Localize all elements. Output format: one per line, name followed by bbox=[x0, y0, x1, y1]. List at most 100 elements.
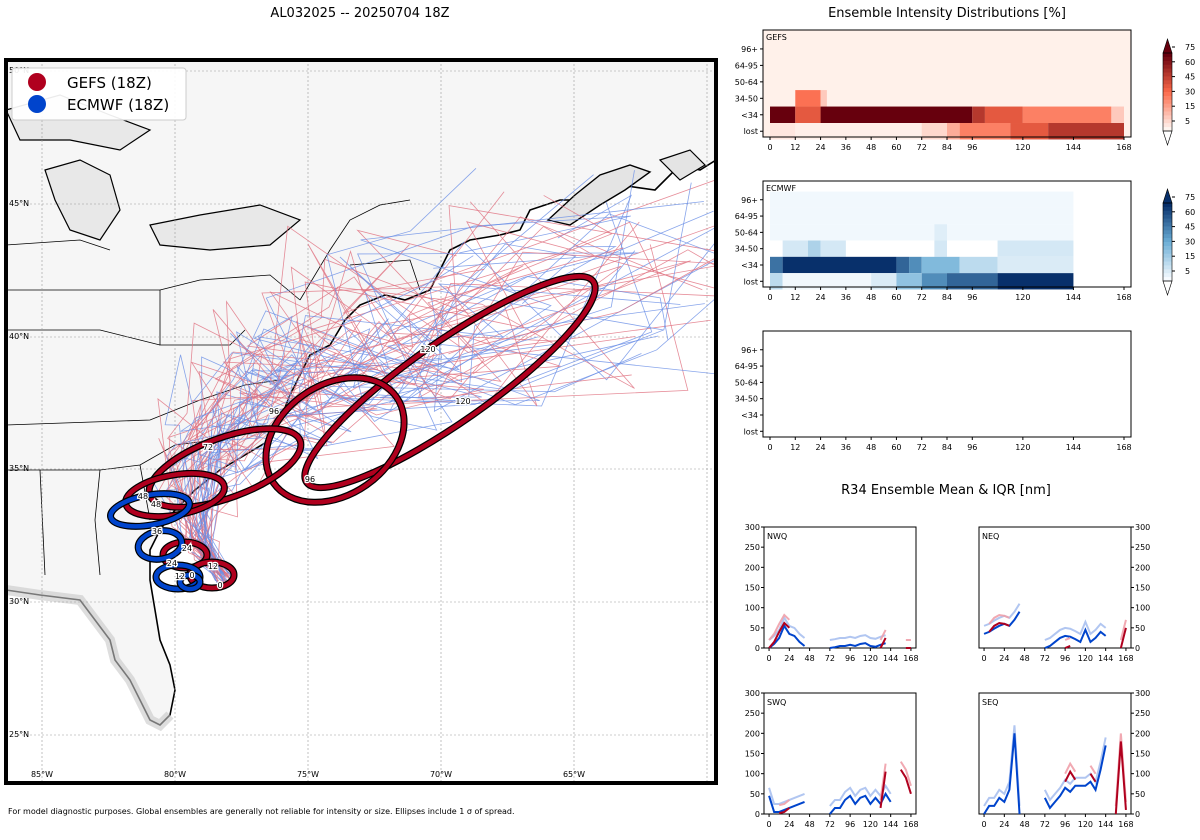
colorbar-extend-bottom bbox=[1162, 130, 1173, 146]
ellipse-hour-label: 72 bbox=[203, 443, 213, 452]
y-tick-label: 34-50 bbox=[735, 395, 758, 404]
y-tick-label: 34-50 bbox=[735, 245, 758, 254]
x-tick-label: 0 bbox=[767, 143, 772, 152]
r34-y-tick-label: 250 bbox=[1135, 709, 1150, 718]
r34-y-tick-label: 0 bbox=[1135, 810, 1140, 819]
lat-label: 45°N bbox=[9, 199, 29, 208]
lat-label: 35°N bbox=[9, 464, 29, 473]
x-tick-label: 96 bbox=[967, 143, 977, 152]
heatmap-cell bbox=[947, 224, 1074, 241]
colorbar-segment bbox=[1163, 111, 1172, 116]
heatmap-cell bbox=[795, 90, 821, 107]
r34-y-tick-label: 100 bbox=[745, 604, 760, 613]
lon-label: 80°W bbox=[164, 770, 186, 779]
r34-x-tick-label: 72 bbox=[1040, 654, 1050, 663]
legend-label-ecmwf: ECMWF (18Z) bbox=[67, 96, 169, 114]
y-tick-label: 64-95 bbox=[735, 362, 758, 371]
r34-x-tick-label: 120 bbox=[863, 820, 878, 829]
r34-y-tick-label: 300 bbox=[745, 523, 760, 532]
colorbar-tick-label: 75 bbox=[1185, 43, 1195, 52]
colorbar-segment bbox=[1163, 107, 1172, 112]
heatmap-cell bbox=[997, 273, 1074, 290]
r34-y-tick-label: 200 bbox=[745, 563, 760, 572]
r34-x-tick-label: 0 bbox=[767, 820, 772, 829]
r34-y-tick-label: 0 bbox=[755, 810, 760, 819]
ellipse-hour-label: 96 bbox=[269, 407, 279, 416]
colorbar-tick-label: 5 bbox=[1185, 117, 1190, 126]
x-tick-label: 0 bbox=[767, 293, 772, 302]
colorbar-segment bbox=[1163, 80, 1172, 85]
heatmap-cell bbox=[896, 273, 922, 290]
heatmap-cell bbox=[782, 240, 808, 257]
lat-label: 40°N bbox=[9, 332, 29, 341]
heatmap-cell bbox=[934, 240, 947, 257]
y-tick-label: 50-64 bbox=[735, 378, 758, 387]
ellipse-hour-label: 48 bbox=[138, 492, 148, 501]
r34-y-tick-label: 100 bbox=[745, 770, 760, 779]
colorbar-tick-label: 5 bbox=[1185, 267, 1190, 276]
heatmap-cell bbox=[1010, 123, 1049, 140]
r34-x-tick-label: 24 bbox=[999, 654, 1009, 663]
heatmap-cell bbox=[795, 106, 821, 124]
y-tick-label: 34-50 bbox=[735, 94, 758, 103]
heatmap-cell bbox=[871, 273, 897, 290]
r34-x-tick-label: 120 bbox=[1078, 820, 1093, 829]
colorbar-segment bbox=[1163, 60, 1172, 66]
colorbar-segment bbox=[1163, 84, 1172, 89]
heatmap-cell bbox=[820, 106, 973, 124]
r34-mean-line bbox=[1044, 627, 1107, 649]
colorbar-segment bbox=[1163, 99, 1172, 105]
graticule bbox=[6, 60, 716, 783]
r34-mean-line bbox=[1064, 645, 1071, 649]
heatmap-cell bbox=[997, 240, 1074, 257]
y-tick-label: lost bbox=[744, 127, 758, 136]
colorbar-segment bbox=[1163, 226, 1172, 231]
r34-mean-line bbox=[899, 769, 912, 795]
colorbar-segment bbox=[1163, 273, 1172, 278]
r34-x-tick-label: 120 bbox=[1078, 654, 1093, 663]
r34-y-tick-label: 250 bbox=[1135, 543, 1150, 552]
lat-label: 30°N bbox=[9, 597, 29, 606]
r34-iqr-upper bbox=[1043, 737, 1107, 802]
colorbar-segment bbox=[1163, 119, 1172, 124]
ecmwf-member-track bbox=[198, 194, 633, 584]
colorbar-segment bbox=[1163, 203, 1172, 208]
r34-frame bbox=[763, 692, 917, 815]
r34-y-tick-label: 150 bbox=[1135, 584, 1150, 593]
ellipse-hour-label: 0 bbox=[217, 581, 222, 590]
ellipse-hour-label: 0 bbox=[189, 571, 194, 580]
r34-x-tick-label: 24 bbox=[784, 820, 794, 829]
colorbar-tick-label: 75 bbox=[1185, 193, 1195, 202]
colorbar-segment bbox=[1163, 214, 1172, 220]
colorbar-tick-label: 15 bbox=[1185, 252, 1195, 261]
r34-quadrant-label: SEQ bbox=[982, 698, 998, 707]
ecmwf-member-track bbox=[203, 182, 692, 581]
intensity-panels: GEFS 96+ 64-95 50-64 34-50 <34 lost 0 12 24 36 48 60… bbox=[735, 29, 1195, 452]
colorbar-segment bbox=[1163, 222, 1172, 227]
colorbar-segment bbox=[1163, 265, 1172, 270]
r34-y-tick-label: 300 bbox=[745, 689, 760, 698]
r34-quadrant-label: SWQ bbox=[767, 698, 786, 707]
r34-x-tick-label: 0 bbox=[982, 654, 987, 663]
r34-x-tick-label: 48 bbox=[1020, 654, 1030, 663]
colorbar-segment bbox=[1163, 245, 1172, 251]
heatmap-panel-label: ECMWF bbox=[766, 184, 796, 193]
x-tick-label: 84 bbox=[942, 143, 952, 152]
x-tick-label: 120 bbox=[1015, 443, 1030, 452]
colorbar-segment bbox=[1163, 230, 1172, 235]
x-tick-label: 24 bbox=[815, 293, 825, 302]
colorbar-extend-top bbox=[1162, 188, 1173, 204]
heatmap-cell bbox=[770, 207, 1074, 225]
heatmap-cell bbox=[959, 256, 998, 274]
colorbar-segment bbox=[1163, 123, 1172, 128]
r34-x-tick-label: 96 bbox=[1060, 820, 1070, 829]
x-tick-label: 96 bbox=[967, 293, 977, 302]
r34-frame bbox=[978, 526, 1132, 649]
x-tick-label: 144 bbox=[1066, 143, 1081, 152]
r34-y-tick-label: 50 bbox=[1135, 790, 1145, 799]
gefs-member-track bbox=[210, 247, 624, 577]
ellipse-hour-label: 12 bbox=[208, 562, 218, 571]
map-title: AL032025 -- 20250704 18Z bbox=[270, 6, 449, 21]
ellipse-hour-label: 24 bbox=[167, 559, 177, 568]
r34-mean-line bbox=[879, 771, 887, 809]
